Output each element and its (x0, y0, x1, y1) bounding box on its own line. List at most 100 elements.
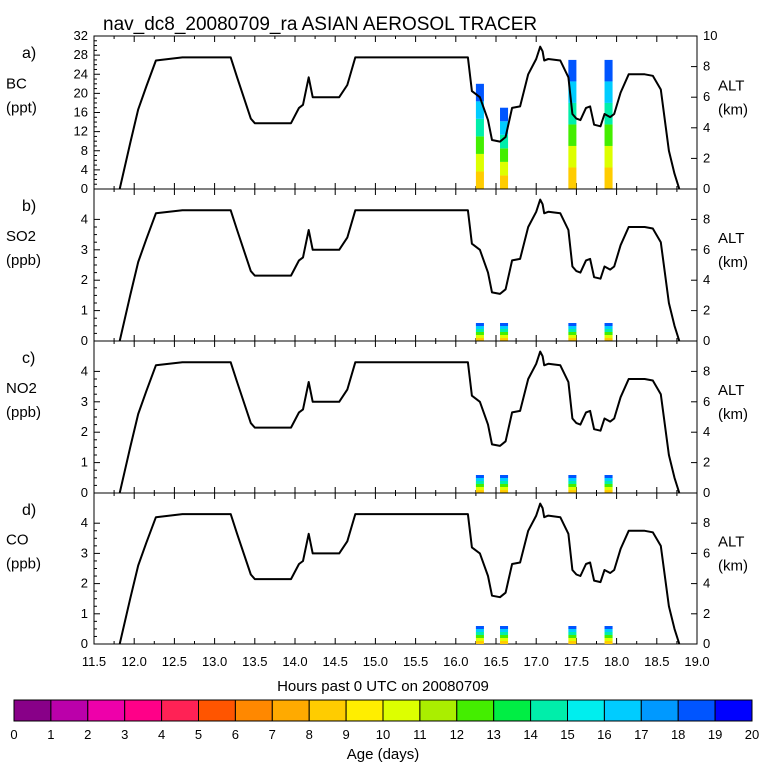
colorbar-swatch (640, 699, 679, 722)
chart-title: nav_dc8_20080709_ra ASIAN AEROSOL TRACER (103, 14, 537, 35)
y-tick-label: 3 (81, 545, 88, 560)
tracer-column-segment (568, 81, 577, 103)
colorbar-tick-label: 12 (450, 727, 464, 742)
tracer-column-segment (604, 632, 613, 635)
alt-tick-label: 4 (703, 272, 710, 287)
tracer-column-segment (604, 338, 613, 341)
x-tick-labels: 11.5 12.0 12.5 13.0 13.5 14.0 14.5 15.0 15.5 16.0… (82, 654, 710, 669)
alt-tick-label: 0 (703, 181, 710, 196)
colorbar-tick-label: 0 (10, 727, 17, 742)
x-tick-label: 15.5 (403, 654, 428, 669)
y-tick-label: 3 (81, 394, 88, 409)
alt-tick-label: 0 (703, 333, 710, 348)
colorbar-tick-label: 13 (486, 727, 500, 742)
alt-tick-label: 0 (703, 485, 710, 500)
tracer-column-segment (604, 490, 613, 493)
tracer-column-segment (568, 326, 577, 329)
y-tick-label: 20 (74, 85, 88, 100)
plot-frame (93, 492, 698, 645)
altitude-line (118, 45, 681, 190)
colorbar-swatch (50, 699, 89, 722)
colorbar-tick-label: 18 (671, 727, 685, 742)
tracer-column-segment (568, 626, 577, 629)
x-axis-label: Hours past 0 UTC on 20080709 (277, 678, 489, 695)
tracer-column-segment (475, 323, 484, 326)
colorbar-tick-label: 7 (269, 727, 276, 742)
tracer-column-segment (604, 335, 613, 338)
colorbar-tick-label: 2 (84, 727, 91, 742)
tracer-column-segment (568, 59, 577, 82)
alt-tick-label: 0 (703, 636, 710, 651)
alt-axis-label: ALT (718, 382, 744, 399)
tracer-column-segment (568, 338, 577, 341)
tracer-column-segment (500, 641, 509, 644)
tracer-column-segment (475, 490, 484, 493)
panel-letter: b) (22, 198, 36, 215)
tracer-column-segment (475, 83, 484, 102)
colorbar-swatch (234, 699, 273, 722)
alt-axis-unit: (km) (718, 254, 748, 271)
colorbar-label: Age (days) (347, 746, 420, 763)
tracer-column-segment (500, 478, 509, 481)
y-tick-label: 4 (81, 211, 88, 226)
tracer-column-segment (500, 323, 509, 326)
y-tick-label: 32 (74, 28, 88, 43)
alt-tick-label: 2 (703, 150, 710, 165)
colorbar-swatch (198, 699, 236, 722)
tracer-column-segment (568, 641, 577, 644)
alt-tick-label: 10 (703, 28, 717, 43)
tracer-column-segment (500, 161, 509, 176)
tracer-column-segment (475, 475, 484, 478)
alt-tick-label: 6 (703, 89, 710, 104)
tracer-column-segment (604, 329, 613, 332)
tracer-column-segment (475, 326, 484, 329)
tracer-column-segment (500, 326, 509, 329)
tracer-column-segment (500, 148, 509, 162)
tracer-column-segment (500, 626, 509, 629)
colorbar-swatch (603, 699, 642, 722)
tracer-column-segment (604, 629, 613, 632)
colorbar-tick-label: 5 (195, 727, 202, 742)
tracer-column-segment (475, 638, 484, 641)
y-tick-label: 1 (81, 606, 88, 621)
tracer-column-segment (568, 638, 577, 641)
tracer-column-segment (568, 475, 577, 478)
alt-axis-label: ALT (718, 78, 744, 95)
tracer-column-segment (568, 332, 577, 335)
colorbar-swatch (345, 699, 384, 722)
x-tick-label: 14.5 (323, 654, 348, 669)
x-tick-label: 14.0 (282, 654, 307, 669)
colorbar-swatch (677, 699, 716, 722)
colorbar-swatch (13, 699, 52, 722)
tracer-column-segment (500, 632, 509, 635)
alt-tick-label: 4 (703, 424, 710, 439)
species-label: BC (6, 76, 27, 93)
tracer-column-segment (475, 338, 484, 341)
tracer-column-segment (568, 478, 577, 481)
tracer-column-segment (475, 101, 484, 119)
x-tick-label: 11.5 (82, 654, 106, 669)
colorbar-swatch (382, 699, 421, 722)
tracer-column-segment (475, 478, 484, 481)
panel-so2: 0 1 2 3 4 0 2 4 6 8 b) SO2 (ppb) ALT (km) (6, 188, 748, 348)
tracer-column-segment (568, 632, 577, 635)
y-tick-label: 2 (81, 272, 88, 287)
x-tick-label: 16.0 (443, 654, 468, 669)
tracer-column-segment (568, 487, 577, 490)
y-tick-label: 0 (81, 485, 88, 500)
colorbar-tick-label: 3 (121, 727, 128, 742)
panel-co: 0 1 2 3 4 0 2 4 6 8 d) CO (ppb) ALT (km) (6, 492, 748, 651)
tracer-column-segment (500, 121, 509, 135)
chart-panels: 0481216202428320246810a)BC(ppt)ALT(km)01… (6, 28, 748, 669)
alt-tick-label: 8 (703, 515, 710, 530)
colorbar-tick-label: 4 (158, 727, 165, 742)
colorbar-swatch (567, 699, 605, 722)
y-tick-label: 0 (81, 333, 88, 348)
altitude-line (118, 350, 681, 494)
plot-frame (93, 188, 698, 342)
tracer-column-segment (604, 167, 613, 189)
tracer-column-segment (604, 475, 613, 478)
alt-tick-label: 8 (703, 211, 710, 226)
colorbar-swatch (87, 699, 126, 722)
